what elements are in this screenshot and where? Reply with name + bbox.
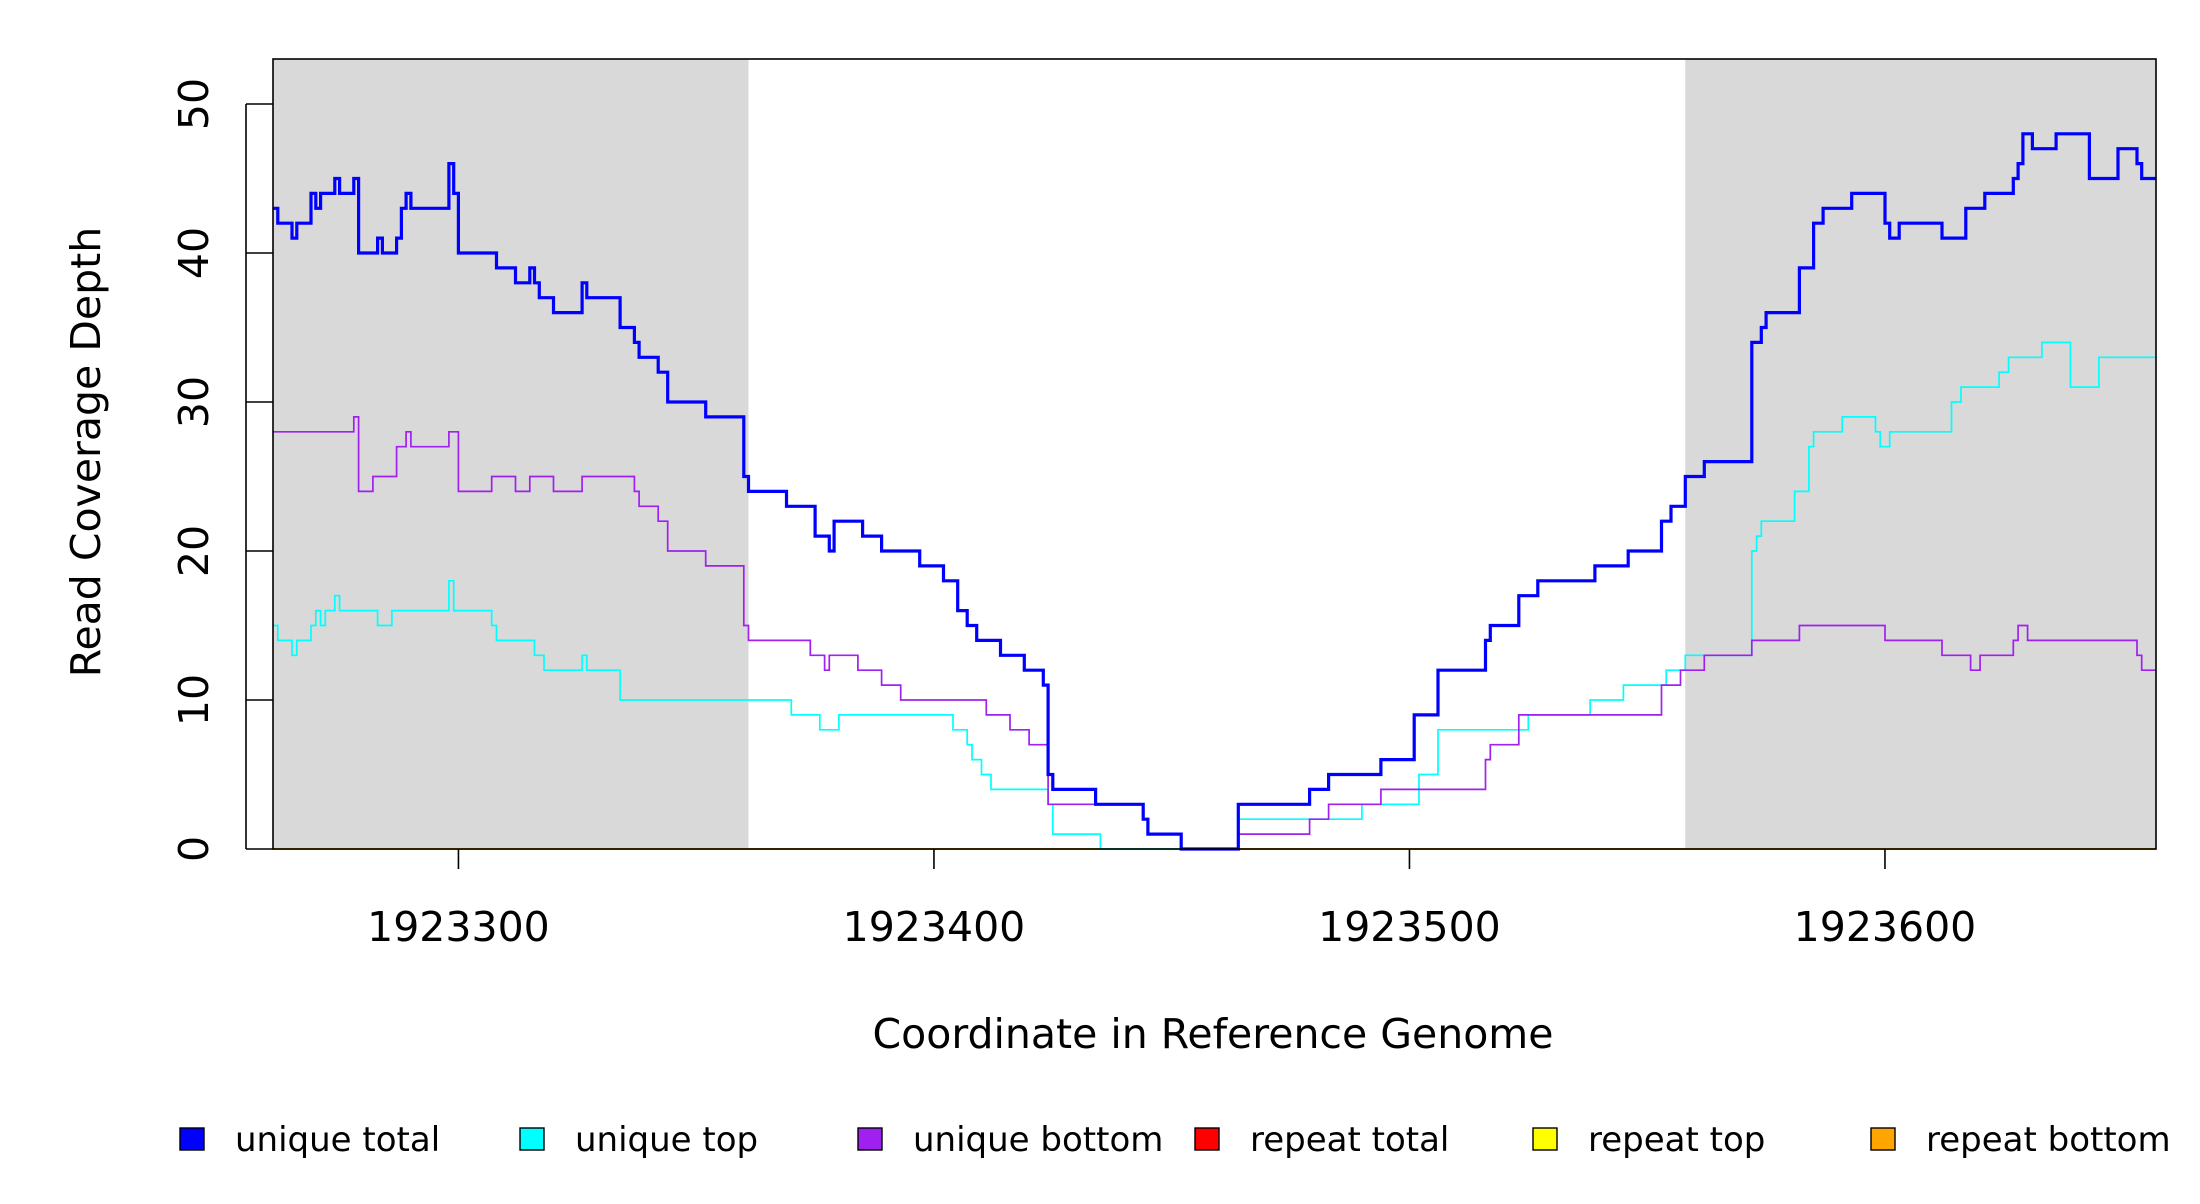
y-tick-label: 30	[170, 376, 218, 428]
y-tick-label: 0	[170, 836, 218, 862]
legend-swatch-unique-total	[179, 1127, 205, 1151]
legend-label-unique-top: unique top	[575, 1120, 758, 1160]
legend-label-repeat-top: repeat top	[1588, 1120, 1765, 1160]
legend-item-repeat-bottom: repeat bottom	[1870, 1120, 2171, 1160]
x-tick-label: 1923400	[843, 903, 1026, 951]
shaded-region-left-flank	[273, 59, 749, 849]
y-tick-label: 40	[170, 227, 218, 279]
legend-swatch-repeat-total	[1194, 1127, 1220, 1151]
legend-swatch-unique-bottom	[857, 1127, 883, 1151]
x-tick-label: 1923600	[1794, 903, 1977, 951]
legend-item-repeat-total: repeat total	[1194, 1120, 1449, 1160]
x-tick-label: 1923500	[1318, 903, 1501, 951]
series-line-unique-bottom	[273, 416, 2156, 850]
legend-item-unique-bottom: unique bottom	[857, 1120, 1163, 1160]
legend-label-unique-bottom: unique bottom	[913, 1120, 1163, 1160]
legend-swatch-repeat-top	[1532, 1127, 1558, 1151]
y-tick-label: 50	[170, 78, 218, 130]
y-tick-label: 10	[170, 674, 218, 726]
legend-swatch-repeat-bottom	[1870, 1127, 1896, 1151]
legend-label-repeat-bottom: repeat bottom	[1926, 1120, 2171, 1160]
plot-frame	[272, 58, 2157, 850]
y-axis: 0 10 20 30 40 50	[170, 78, 273, 862]
x-axis: 1923300 1923400 1923500 1923600	[367, 849, 1976, 951]
x-axis-label: Coordinate in Reference Genome	[873, 1010, 1554, 1058]
y-tick-label: 20	[170, 525, 218, 577]
shaded-region-right-flank	[1685, 59, 2156, 849]
x-tick-label: 1923300	[367, 903, 550, 951]
legend-item-unique-top: unique top	[519, 1120, 758, 1160]
legend-swatch-unique-top	[519, 1127, 545, 1151]
series-line-unique-total	[273, 132, 2156, 851]
legend: unique total unique top unique bottom repea…	[179, 1120, 2171, 1160]
legend-label-unique-total: unique total	[235, 1120, 440, 1160]
legend-item-unique-total: unique total	[179, 1120, 440, 1160]
y-axis-label: Read Coverage Depth	[62, 227, 110, 677]
legend-item-repeat-top: repeat top	[1532, 1120, 1765, 1160]
legend-label-repeat-total: repeat total	[1250, 1120, 1449, 1160]
